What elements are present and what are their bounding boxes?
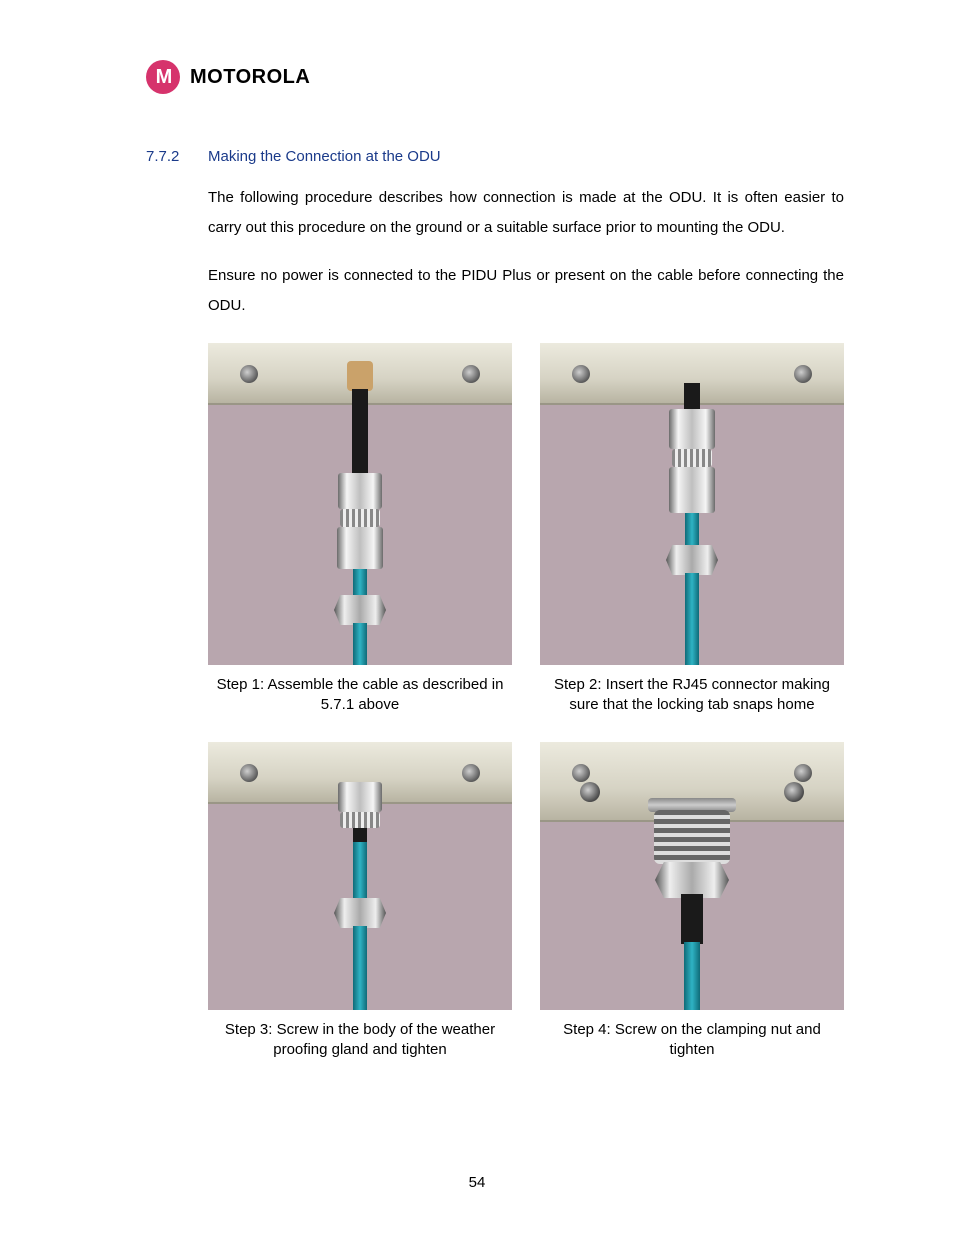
page-header: M MOTOROLA — [146, 60, 844, 94]
figure-image — [208, 343, 512, 665]
body-paragraph: The following procedure describes how co… — [208, 183, 844, 243]
figure-step-1: Step 1: Assemble the cable as described … — [208, 343, 512, 714]
brand-name: MOTOROLA — [190, 66, 310, 89]
section-number: 7.7.2 — [146, 148, 184, 165]
figure-caption: Step 3: Screw in the body of the weather… — [210, 1020, 510, 1059]
figure-step-2: Step 2: Insert the RJ45 connector making… — [540, 343, 844, 714]
figure-step-4: Step 4: Screw on the clamping nut and ti… — [540, 742, 844, 1059]
figure-caption: Step 1: Assemble the cable as described … — [210, 675, 510, 714]
section-heading: 7.7.2 Making the Connection at the ODU — [146, 148, 844, 165]
figure-caption: Step 2: Insert the RJ45 connector making… — [542, 675, 842, 714]
page-number: 54 — [0, 1174, 954, 1191]
figure-image — [208, 742, 512, 1010]
section-title: Making the Connection at the ODU — [208, 148, 441, 165]
figure-image — [540, 343, 844, 665]
body-paragraph: Ensure no power is connected to the PIDU… — [208, 261, 844, 321]
figure-step-3: Step 3: Screw in the body of the weather… — [208, 742, 512, 1059]
motorola-logo-icon: M — [146, 60, 180, 94]
figure-image — [540, 742, 844, 1010]
figure-caption: Step 4: Screw on the clamping nut and ti… — [542, 1020, 842, 1059]
figure-grid: Step 1: Assemble the cable as described … — [208, 343, 844, 1059]
logo-glyph: M — [156, 66, 171, 89]
